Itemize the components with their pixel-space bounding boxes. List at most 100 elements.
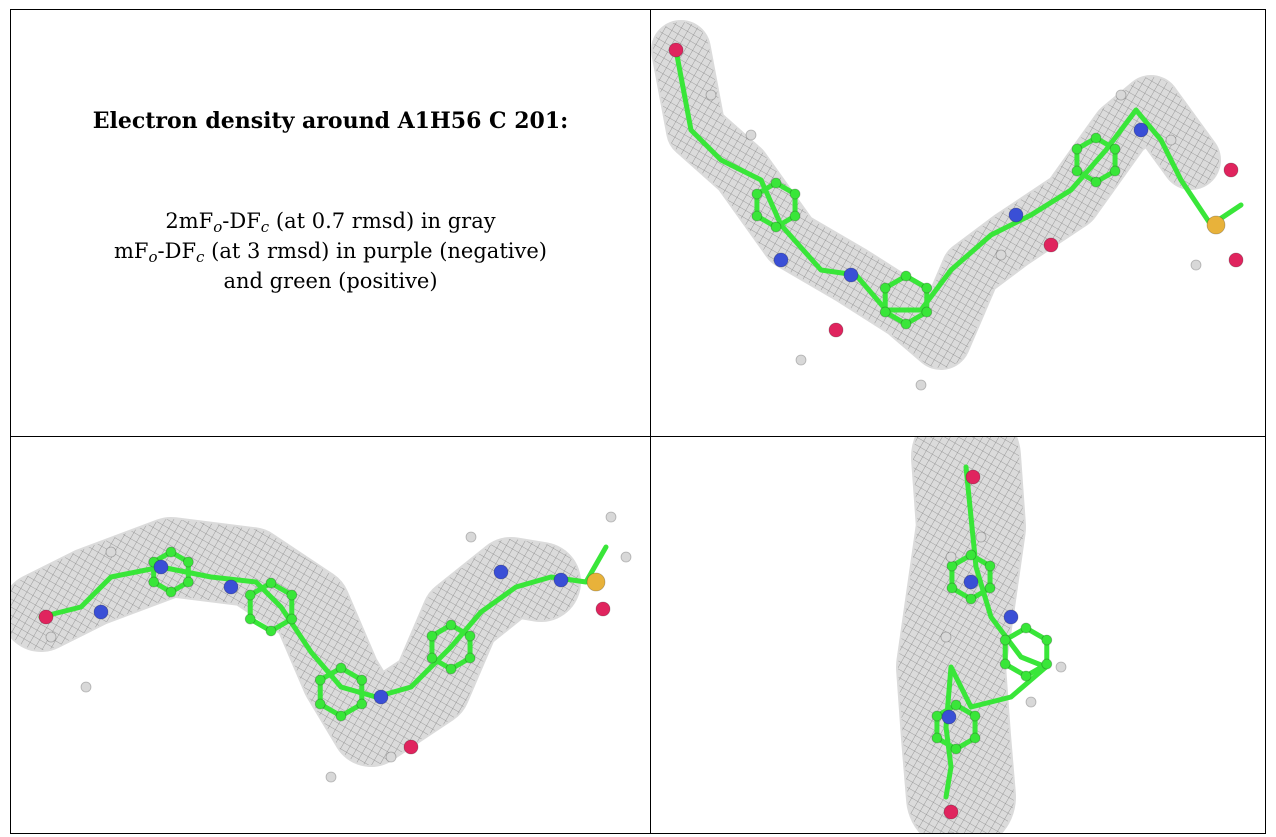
oxygen-atom: [1043, 237, 1059, 253]
carbon-atom: [314, 698, 326, 710]
carbon-atom: [244, 589, 256, 601]
carbon-atom: [921, 282, 933, 294]
carbon-atom: [931, 710, 943, 722]
carbon-atom: [464, 630, 476, 642]
carbon-atom: [426, 652, 438, 664]
table-row-divider: [10, 436, 1266, 437]
carbon-atom: [789, 210, 801, 222]
table-border-left: [10, 9, 11, 834]
hydrogen-atom: [705, 89, 717, 101]
carbon-atom: [335, 710, 347, 722]
carbon-atom: [984, 582, 996, 594]
hydrogen-atom: [1025, 696, 1037, 708]
carbon-atom: [984, 560, 996, 572]
nitrogen-atom: [1003, 609, 1019, 625]
carbon-atom: [182, 576, 194, 588]
nitrogen-atom: [843, 267, 859, 283]
carbon-atom: [356, 674, 368, 686]
table-column-divider: [650, 9, 651, 834]
molecule-density-image-1: [651, 20, 1244, 391]
carbon-atom: [265, 625, 277, 637]
aromatic-ring: [1002, 625, 1050, 679]
carbon-atom: [1109, 165, 1121, 177]
density-mesh: [11, 519, 579, 765]
carbon-atom: [931, 732, 943, 744]
carbon-atom: [999, 658, 1011, 670]
carbon-atom: [286, 613, 298, 625]
hydrogen-atom: [1055, 661, 1067, 673]
carbon-atom: [965, 593, 977, 605]
hydrogen-atom: [975, 531, 987, 543]
carbon-atom: [900, 270, 912, 282]
oxygen-atom: [38, 609, 54, 625]
carbon-atom: [265, 577, 277, 589]
carbon-atom: [965, 549, 977, 561]
oxygen-atom: [403, 739, 419, 755]
sulfur-atom: [586, 572, 606, 592]
table-border-right: [1265, 9, 1266, 834]
nitrogen-atom: [223, 579, 239, 595]
carbon-atom: [751, 188, 763, 200]
nitrogen-atom: [553, 572, 569, 588]
hydrogen-atom: [915, 379, 927, 391]
carbon-atom: [789, 188, 801, 200]
carbon-atom: [921, 306, 933, 318]
molecule-density-image-3: [896, 437, 1067, 833]
view-bottom-right: [651, 437, 1265, 833]
carbon-atom: [314, 674, 326, 686]
nitrogen-atom: [941, 709, 957, 725]
carbon-atom: [1090, 132, 1102, 144]
hydrogen-atom: [385, 751, 397, 763]
description-line-3: and green (positive): [223, 269, 438, 293]
carbon-atom: [1020, 670, 1032, 682]
oxygen-atom: [1228, 252, 1244, 268]
table-border-bottom: [10, 833, 1266, 834]
carbon-atom: [946, 582, 958, 594]
figure-description: 2mFo-DFc (at 0.7 rmsd) in gray mFo-DFc (…: [11, 206, 650, 296]
view-bottom-left: [11, 437, 650, 833]
carbon-atom: [969, 732, 981, 744]
carbon-atom: [426, 630, 438, 642]
hydrogen-atom: [620, 551, 632, 563]
oxygen-atom: [1223, 162, 1239, 178]
bond-chain: [673, 47, 1244, 313]
figure-title: Electron density around A1H56 C 201:: [92, 108, 569, 134]
carbon-atom: [950, 699, 962, 711]
hydrogen-atom: [45, 631, 57, 643]
carbon-atom: [356, 698, 368, 710]
oxygen-atom: [943, 804, 959, 820]
carbon-atom: [445, 619, 457, 631]
hydrogen-atom: [1165, 134, 1177, 146]
carbon-atom: [879, 282, 891, 294]
carbon-atom: [1041, 634, 1053, 646]
hydrogen-atom: [945, 551, 957, 563]
oxygen-atom: [828, 322, 844, 338]
oxygen-atom: [965, 469, 981, 485]
oxygen-atom: [595, 601, 611, 617]
hydrogen-atom: [325, 771, 337, 783]
carbon-atom: [445, 663, 457, 675]
hydrogen-atom: [745, 129, 757, 141]
hydrogen-atom: [995, 249, 1007, 261]
description-line-1: 2mFo-DFc (at 0.7 rmsd) in gray: [165, 209, 496, 236]
hydrogen-atom: [1115, 89, 1127, 101]
oxygen-atom: [668, 42, 684, 58]
nitrogen-atom: [963, 574, 979, 590]
nitrogen-atom: [153, 559, 169, 575]
carbon-atom: [1090, 176, 1102, 188]
hydrogen-atom: [940, 631, 952, 643]
carbon-atom: [148, 576, 160, 588]
molecule-density-image-2: [11, 511, 632, 783]
carbon-atom: [286, 589, 298, 601]
description-line-2: mFo-DFc (at 3 rmsd) in purple (negative): [114, 239, 547, 266]
carbon-atom: [165, 586, 177, 598]
carbon-atom: [946, 560, 958, 572]
view-top-right: [651, 10, 1265, 436]
nitrogen-atom: [1133, 122, 1149, 138]
caption-cell: Electron density around A1H56 C 201: 2mF…: [11, 10, 650, 436]
nitrogen-atom: [773, 252, 789, 268]
nitrogen-atom: [93, 604, 109, 620]
hydrogen-atom: [947, 831, 955, 833]
figure-table: Electron density around A1H56 C 201: 2mF…: [10, 9, 1266, 834]
table-border-top: [10, 9, 1266, 10]
